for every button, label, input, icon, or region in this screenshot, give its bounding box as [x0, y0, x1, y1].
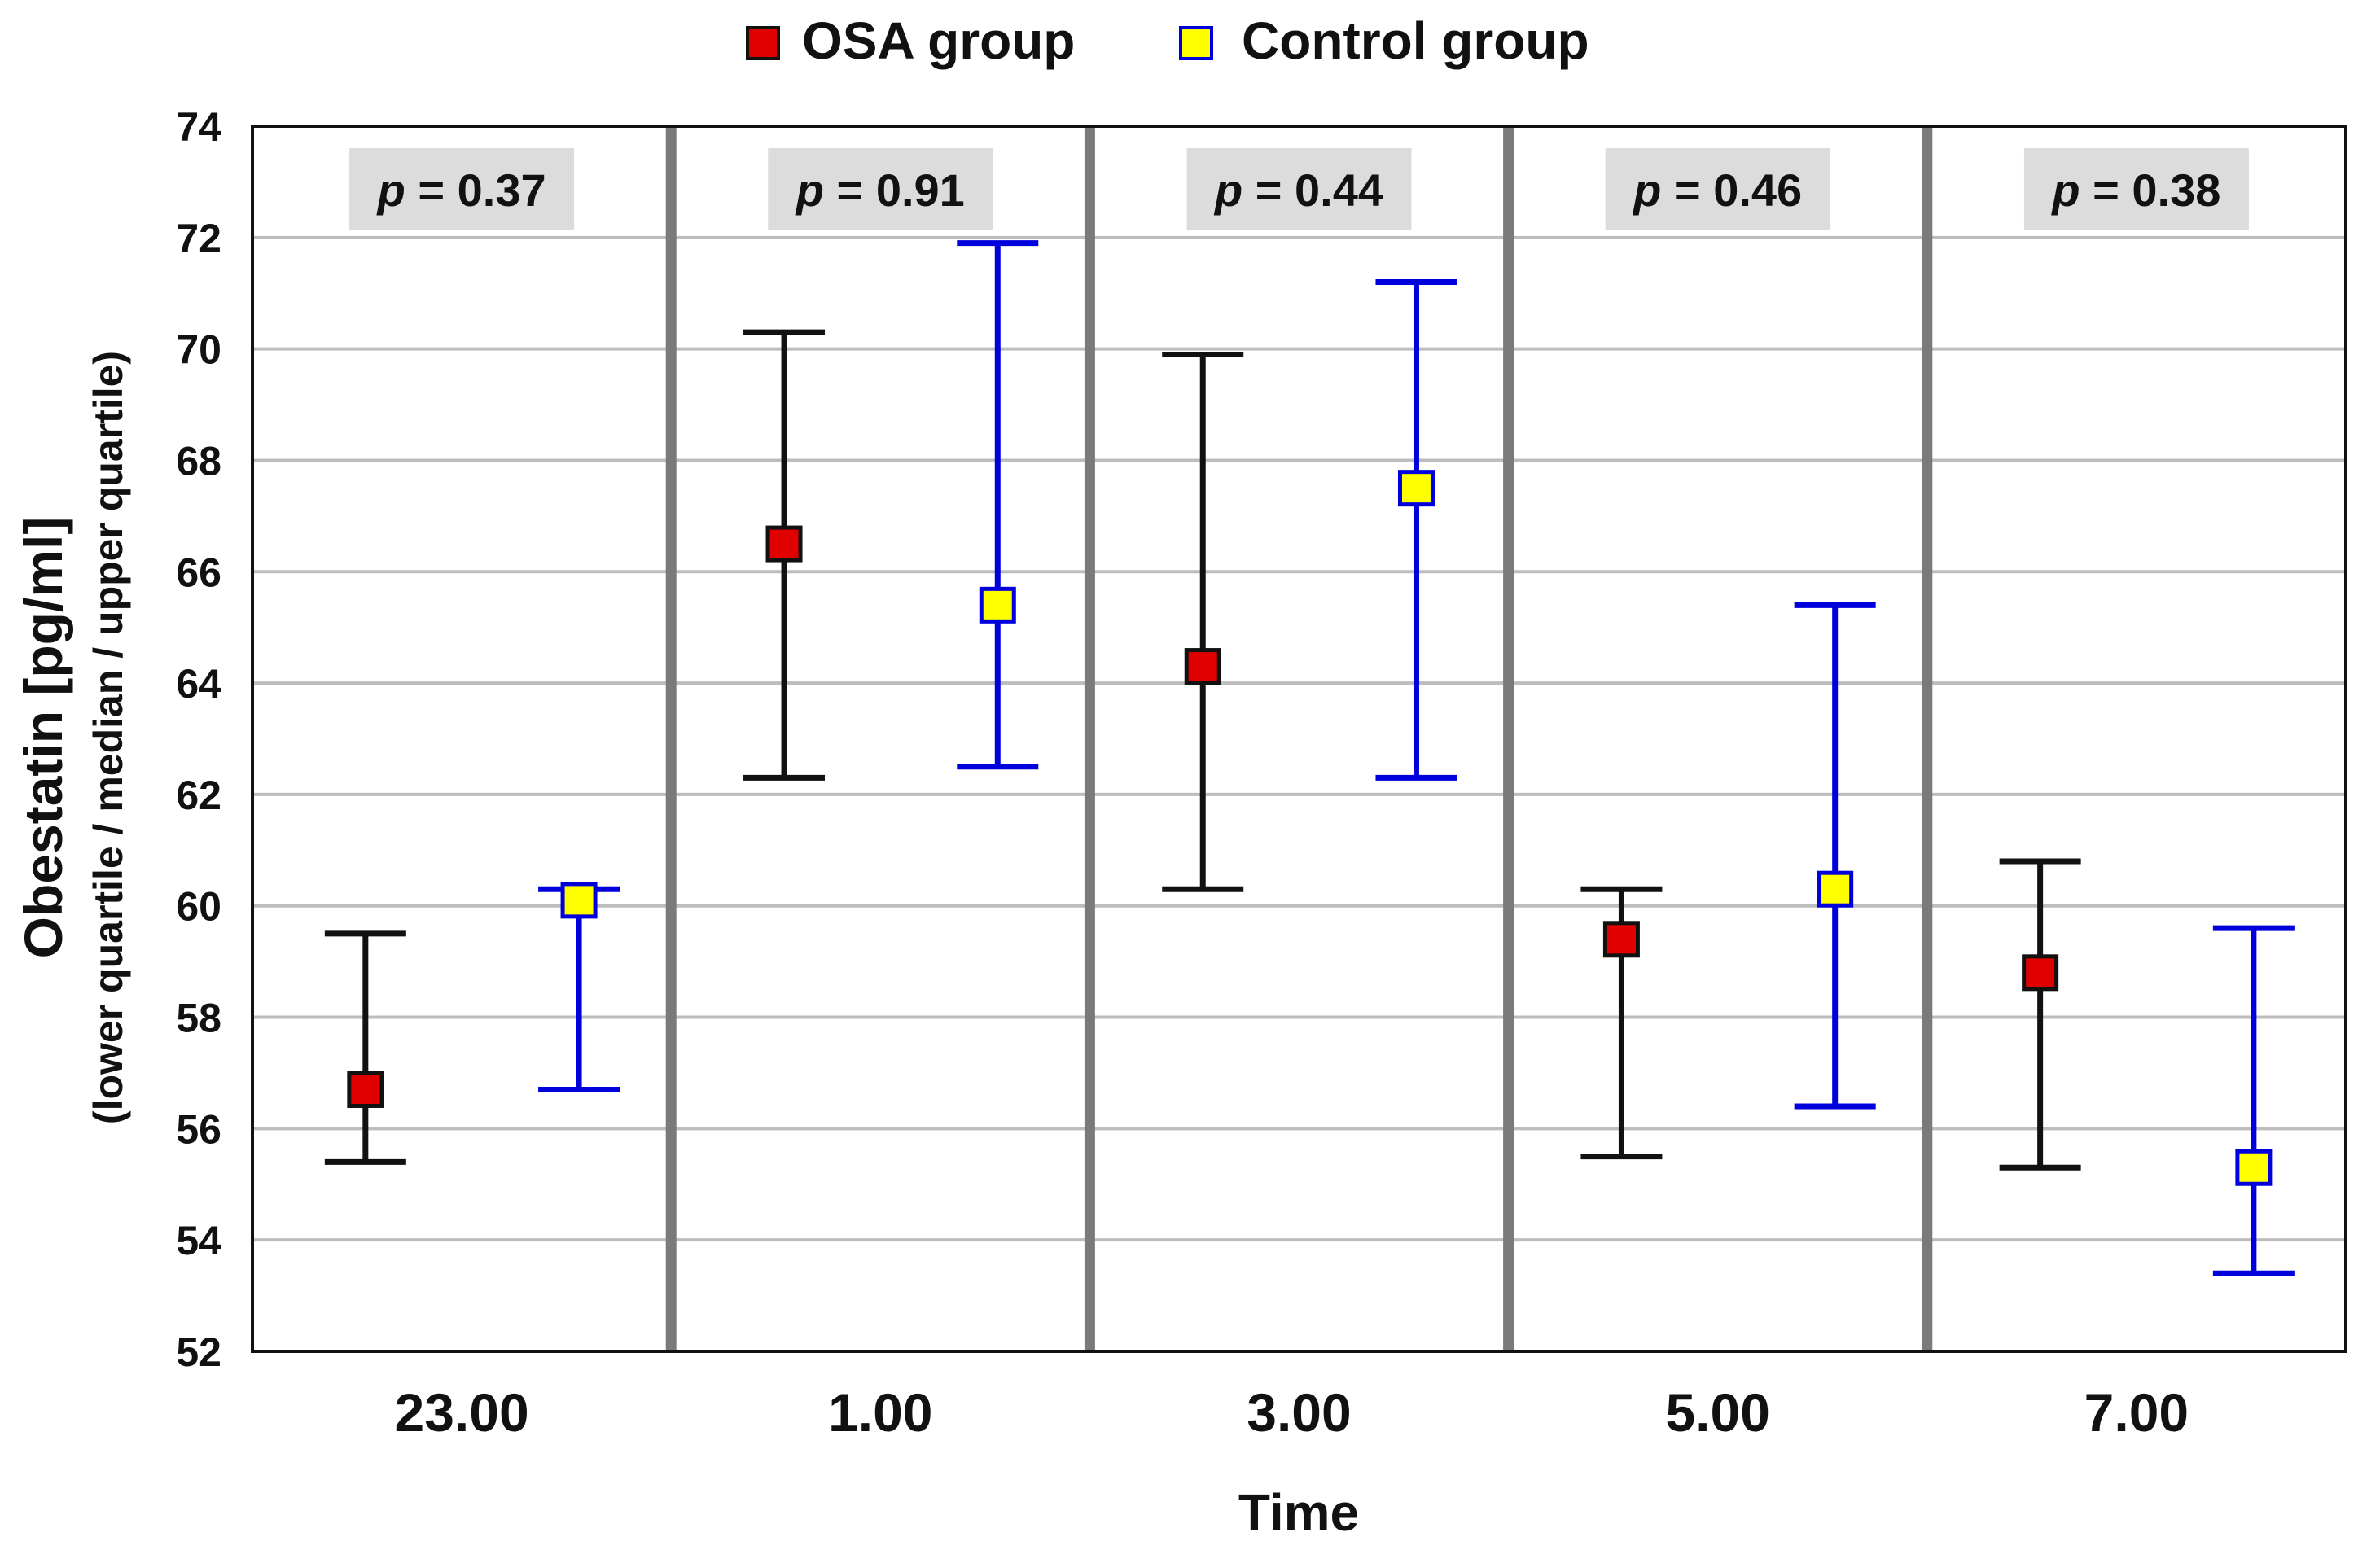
x-tick-labels: 23.00 1.00 3.00 5.00 7.00	[395, 1382, 2189, 1443]
plot-frame	[251, 125, 2347, 1353]
y-tick-label: 70	[176, 327, 221, 373]
median-marker	[1184, 648, 1221, 685]
p-value-label: p = 0.44	[1213, 164, 1383, 216]
error-bar	[1375, 279, 1457, 781]
error-bar	[1794, 602, 1876, 1110]
legend-marker-osa	[746, 26, 780, 60]
p-value-label: p = 0.37	[376, 164, 546, 216]
error-bar	[1999, 858, 2081, 1171]
x-tick-label: 23.00	[395, 1382, 529, 1443]
median-marker	[765, 525, 803, 563]
y-tick-label: 56	[176, 1106, 221, 1152]
x-tick-label: 3.00	[1247, 1382, 1351, 1443]
y-tick-label: 60	[176, 884, 221, 930]
y-tick-label: 62	[176, 773, 221, 818]
median-marker	[2022, 954, 2059, 992]
legend: OSA group Control group	[746, 11, 1589, 70]
p-value-box	[349, 148, 575, 230]
error-bar	[1580, 886, 1663, 1160]
p-value-box	[1186, 148, 1412, 230]
y-tick-label: 74	[176, 104, 221, 150]
median-marker	[347, 1071, 384, 1108]
grid-lines	[252, 235, 2346, 1242]
x-tick-label: 5.00	[1665, 1382, 1769, 1443]
legend-label-control: Control group	[1242, 11, 1589, 70]
legend-marker-control	[1179, 26, 1213, 60]
p-value-box	[1605, 148, 1830, 230]
x-tick-label: 7.00	[2084, 1382, 2189, 1443]
p-value-labels: p = 0.37 p = 0.91 p = 0.44 p = 0.46 p = 0.38	[349, 148, 2249, 230]
x-axis-label: Time	[1238, 1483, 1359, 1542]
y-axis-label: Obestatin [pg/ml]	[13, 517, 73, 959]
legend-label-osa: OSA group	[802, 11, 1075, 70]
p-value-box	[768, 148, 993, 230]
p-value-label: p = 0.38	[2050, 164, 2220, 216]
error-bar	[743, 329, 826, 781]
median-marker	[2235, 1149, 2273, 1186]
error-bar	[324, 930, 406, 1165]
y-tick-label: 54	[176, 1218, 221, 1263]
error-bar	[2212, 925, 2295, 1276]
median-marker	[1817, 870, 1854, 908]
error-bar	[1162, 351, 1244, 892]
median-marker	[1397, 470, 1435, 507]
error-bar	[538, 882, 620, 1092]
median-marker	[1602, 921, 1640, 958]
y-tick-labels: 52 54 56 58 60 62 64 66 68 70 72 74	[176, 104, 221, 1375]
x-tick-label: 1.00	[828, 1382, 932, 1443]
error-bar	[957, 240, 1039, 770]
y-tick-label: 64	[176, 661, 221, 707]
median-marker	[979, 586, 1016, 624]
y-tick-label: 72	[176, 216, 221, 261]
series-marks	[324, 240, 2295, 1276]
y-tick-label: 58	[176, 996, 221, 1041]
p-value-label: p = 0.46	[1632, 164, 1802, 216]
y-tick-label: 52	[176, 1329, 221, 1375]
p-value-box	[2023, 148, 2249, 230]
y-tick-label: 68	[176, 438, 221, 484]
y-tick-label: 66	[176, 550, 221, 595]
median-marker	[560, 882, 598, 919]
time-dividers	[665, 126, 1933, 1351]
p-value-label: p = 0.91	[795, 164, 965, 216]
y-axis-sublabel: (lower quartile / median / upper quartil…	[85, 351, 131, 1124]
